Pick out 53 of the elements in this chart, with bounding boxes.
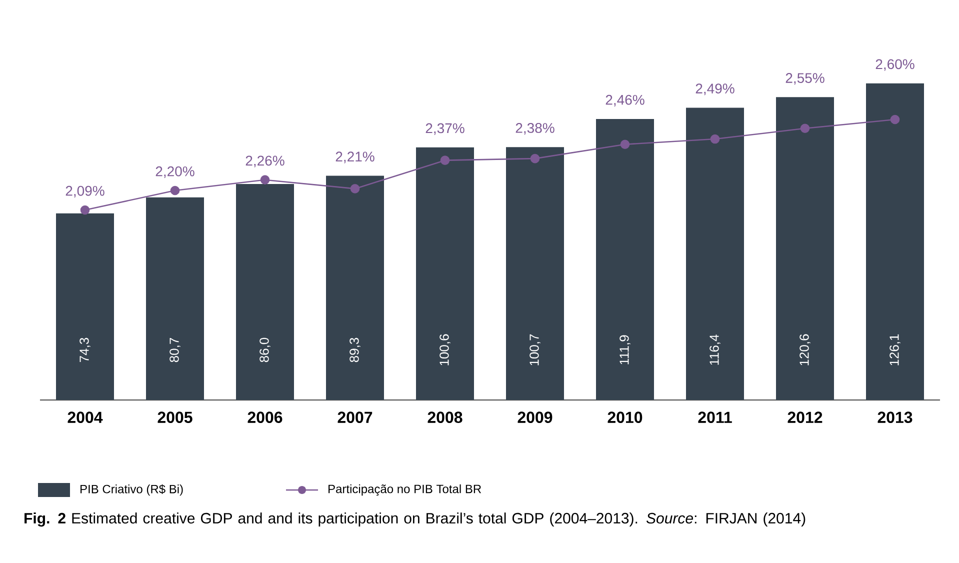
data-label: 126,1	[890, 334, 900, 366]
point	[530, 154, 540, 164]
point	[170, 186, 180, 196]
x-tick-label: 2011	[698, 412, 732, 423]
data-label: 2,20%	[156, 166, 194, 178]
data-label: 89,3	[350, 338, 360, 362]
legend-label: PIB Criativo (R$ Bi)	[80, 484, 183, 496]
point	[890, 114, 900, 124]
point	[260, 175, 270, 184]
data-label: 2,26%	[246, 156, 284, 168]
point	[710, 134, 720, 144]
data-label: 2,37%	[426, 123, 464, 135]
bar	[326, 176, 384, 400]
data-label: 2,38%	[516, 123, 554, 135]
data-label: 116,4	[710, 334, 720, 365]
bar	[146, 197, 204, 400]
x-tick-label: 2012	[788, 412, 822, 423]
text: Fig. 2 Estimated creative GDP and and its participation on Brazil’s total GDP (2004–2013). Source: FIRJAN (2014)	[24, 512, 806, 527]
point	[440, 156, 450, 165]
data-label: 2,09%	[66, 186, 104, 198]
bar	[596, 118, 654, 400]
x-tick-label: 2013	[878, 412, 912, 424]
x-tick-label: 2004	[68, 412, 103, 423]
x-tick-label: 2008	[428, 412, 462, 423]
data-label: 111,9	[620, 335, 630, 364]
bar	[236, 184, 294, 400]
point	[80, 205, 90, 215]
data-label: 80,7	[170, 338, 180, 362]
bar	[56, 213, 114, 400]
data-label: 74,3	[80, 338, 90, 362]
bar	[866, 83, 924, 400]
legend-label: Participação no PIB Total BR	[328, 484, 482, 496]
point	[620, 140, 630, 150]
x-tick-label: 2007	[338, 412, 372, 423]
data-label: 2,49%	[696, 84, 734, 96]
data-label: 2,46%	[606, 94, 644, 106]
point	[350, 184, 360, 194]
data-label: 120,6	[800, 334, 810, 366]
data-label: 2,60%	[876, 59, 914, 71]
x-tick-label: 2005	[158, 412, 192, 423]
data-label: 86,0	[260, 338, 270, 362]
x-tick-label: 2006	[248, 412, 282, 423]
bar	[416, 147, 474, 400]
data-label: 100,7	[530, 334, 540, 366]
x-tick-label: 2010	[608, 412, 642, 423]
data-label: 2,55%	[786, 73, 824, 85]
point	[800, 124, 810, 134]
data-label: 100,6	[440, 334, 450, 366]
bar	[776, 97, 834, 400]
bar	[686, 108, 744, 400]
x-tick-label: 2009	[518, 412, 552, 423]
data-label: 2,21%	[336, 152, 374, 164]
bar	[506, 147, 564, 400]
